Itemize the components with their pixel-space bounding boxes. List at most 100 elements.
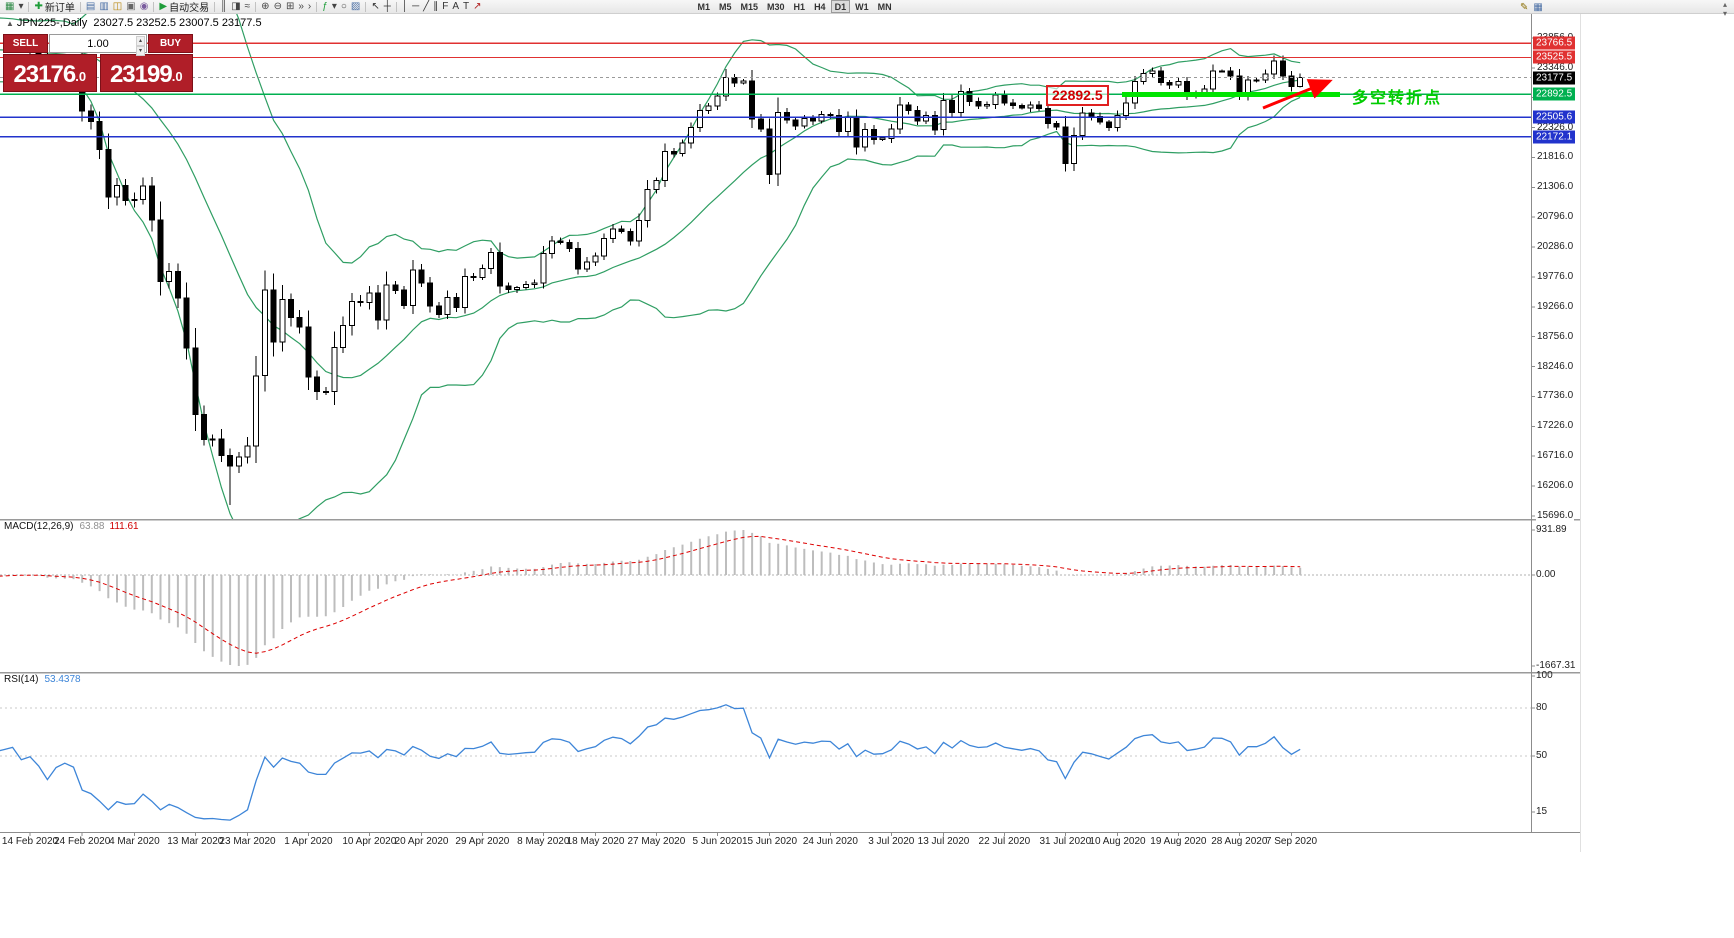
- templates-icon: ▨: [350, 0, 361, 12]
- fibonacci-button[interactable]: F: [440, 0, 450, 13]
- new-chart-button[interactable]: ▦: [3, 0, 16, 13]
- market-watch-button[interactable]: ▤: [84, 0, 97, 13]
- indicators-dropdown-icon: ▾: [331, 0, 337, 12]
- chart-ohlc-values: 23027.5 23252.5 23007.5 23177.5: [93, 17, 262, 29]
- bid-price: 23176: [13, 61, 76, 88]
- autotrading-button[interactable]: ▶ 自动交易: [157, 0, 211, 15]
- volume-field[interactable]: 1.00 ▴ ▾: [49, 34, 147, 56]
- toolbar-separator: [316, 1, 318, 12]
- chart-shift-button[interactable]: ›: [306, 0, 313, 13]
- navigator-icon: ◫: [112, 0, 123, 12]
- arrows-icon: ↗: [473, 0, 482, 12]
- support-price-annotation[interactable]: 22892.5: [1046, 85, 1109, 106]
- macd-header: MACD(12,26,9) 63.88 111.61: [4, 521, 139, 532]
- toolbar-separator: [395, 1, 397, 12]
- crosshair-button[interactable]: ┼: [382, 0, 393, 13]
- new-order-label: 新订单: [44, 3, 75, 14]
- tile-windows-button[interactable]: ⊞: [284, 0, 296, 13]
- terminal-icon: ▣: [126, 0, 136, 12]
- autotrading-icon: ▶: [159, 0, 168, 12]
- timeframe-h1-button[interactable]: H1: [793, 2, 806, 12]
- rsi-label: RSI(14): [4, 674, 39, 685]
- horizontal-line-button[interactable]: ─: [410, 0, 421, 13]
- chart-symbol-period: JPN225-,Daily: [16, 17, 88, 29]
- toolbar-separator: [255, 1, 257, 12]
- toolbar-overflow-down-icon[interactable]: ▾: [1723, 9, 1728, 18]
- chart-list-dropdown-button[interactable]: ▾: [16, 0, 25, 13]
- bid-price-panel[interactable]: 23176.0: [3, 54, 97, 92]
- timeframe-m30-button[interactable]: M30: [767, 2, 785, 12]
- zoom-out-icon: ⊖: [273, 0, 282, 12]
- indicators-dropdown-button[interactable]: ▾: [330, 0, 339, 13]
- periods-button[interactable]: ○: [339, 0, 349, 13]
- new-order-button[interactable]: ✚ 新订单: [32, 0, 76, 15]
- timeframe-w1-button[interactable]: W1: [855, 2, 869, 12]
- indicators-icon: ƒ: [322, 0, 328, 12]
- timeframe-m5-button[interactable]: M5: [719, 2, 732, 12]
- text-label-button[interactable]: T: [461, 0, 471, 13]
- candlestick-chart-icon: ◨: [231, 0, 241, 12]
- toolbar-overflow: ▴ ▾: [1723, 0, 1727, 18]
- bar-chart-button[interactable]: ║: [218, 0, 229, 13]
- equidistant-channel-icon: ∥: [433, 0, 439, 12]
- one-click-trading-panel: SELL 1.00 ▴ ▾ BUY 23176.0 23199.0: [3, 34, 193, 92]
- sell-button[interactable]: SELL: [3, 34, 48, 53]
- text-button[interactable]: A: [450, 0, 461, 13]
- rsi-header: RSI(14) 53.4378: [4, 674, 81, 685]
- data-window-icon: ▥: [99, 0, 109, 12]
- ask-price: 23199: [109, 61, 173, 88]
- zoom-out-button[interactable]: ⊖: [272, 0, 284, 13]
- toolbar-right-icons: ✎ ▦: [1520, 0, 1543, 14]
- line-chart-button[interactable]: ≈: [243, 0, 253, 13]
- arrows-button[interactable]: ↗: [471, 0, 483, 13]
- equidistant-channel-button[interactable]: ∥: [431, 0, 440, 13]
- timeframe-m15-button[interactable]: M15: [740, 2, 759, 12]
- zoom-in-button[interactable]: ⊕: [259, 0, 271, 13]
- periods-icon: ○: [340, 0, 347, 12]
- tile-windows-icon: ⊞: [285, 0, 295, 12]
- timeframe-h4-button[interactable]: H4: [814, 2, 826, 12]
- navigator-button[interactable]: ◫: [111, 0, 124, 13]
- toolbar-separator: [28, 1, 30, 12]
- indicators-button[interactable]: ƒ: [320, 0, 330, 13]
- chart-title: ▲ JPN225-,Daily 23027.5 23252.5 23007.5 2…: [6, 17, 262, 29]
- toolbar-separator: [79, 1, 81, 12]
- edit-chart-icon[interactable]: ✎: [1520, 1, 1529, 13]
- macd-value: 63.88: [79, 521, 105, 532]
- trendline-button[interactable]: ╱: [421, 0, 431, 13]
- ask-price-panel[interactable]: 23199.0: [99, 54, 193, 92]
- timeframe-mn-button[interactable]: MN: [877, 2, 892, 12]
- volume-spinner: ▴ ▾: [135, 36, 145, 56]
- cursor-button[interactable]: ↖: [369, 0, 381, 13]
- market-watch-icon: ▤: [85, 0, 96, 12]
- bid-price-fraction: .0: [75, 69, 87, 84]
- strategy-tester-icon: ◉: [139, 0, 149, 12]
- volume-value: 1.00: [87, 37, 109, 50]
- volume-increase-icon[interactable]: ▴: [135, 36, 145, 46]
- ask-price-fraction: .0: [171, 69, 183, 84]
- timeframe-d1-button[interactable]: D1: [830, 0, 851, 13]
- vertical-line-button[interactable]: │: [400, 0, 410, 13]
- strategy-tester-button[interactable]: ◉: [138, 0, 151, 13]
- candlestick-chart-button[interactable]: ◨: [229, 0, 242, 13]
- zoom-in-icon: ⊕: [261, 0, 270, 12]
- chart-properties-icon[interactable]: ▦: [1533, 1, 1543, 13]
- timeframe-m1-button[interactable]: M1: [697, 2, 710, 12]
- buy-button[interactable]: BUY: [148, 34, 193, 53]
- templates-button[interactable]: ▨: [349, 0, 362, 13]
- auto-scroll-button[interactable]: »: [296, 0, 306, 13]
- toolbar-overflow-up-icon[interactable]: ▴: [1723, 0, 1728, 9]
- timeframe-toolbar: M1 M5 M15 M30 H1 H4 D1 W1 MN: [693, 0, 895, 13]
- auto-scroll-icon: »: [298, 0, 304, 12]
- data-window-button[interactable]: ▥: [97, 0, 110, 13]
- volume-decrease-icon[interactable]: ▾: [135, 46, 145, 56]
- toolbar-separator: [365, 1, 367, 12]
- turning-point-text[interactable]: 多空转折点: [1352, 90, 1443, 107]
- autotrading-label: 自动交易: [169, 3, 210, 14]
- text-label-icon: T: [462, 0, 470, 12]
- vertical-line-icon: │: [401, 0, 409, 12]
- crosshair-icon: ┼: [383, 0, 391, 12]
- terminal-button[interactable]: ▣: [124, 0, 137, 13]
